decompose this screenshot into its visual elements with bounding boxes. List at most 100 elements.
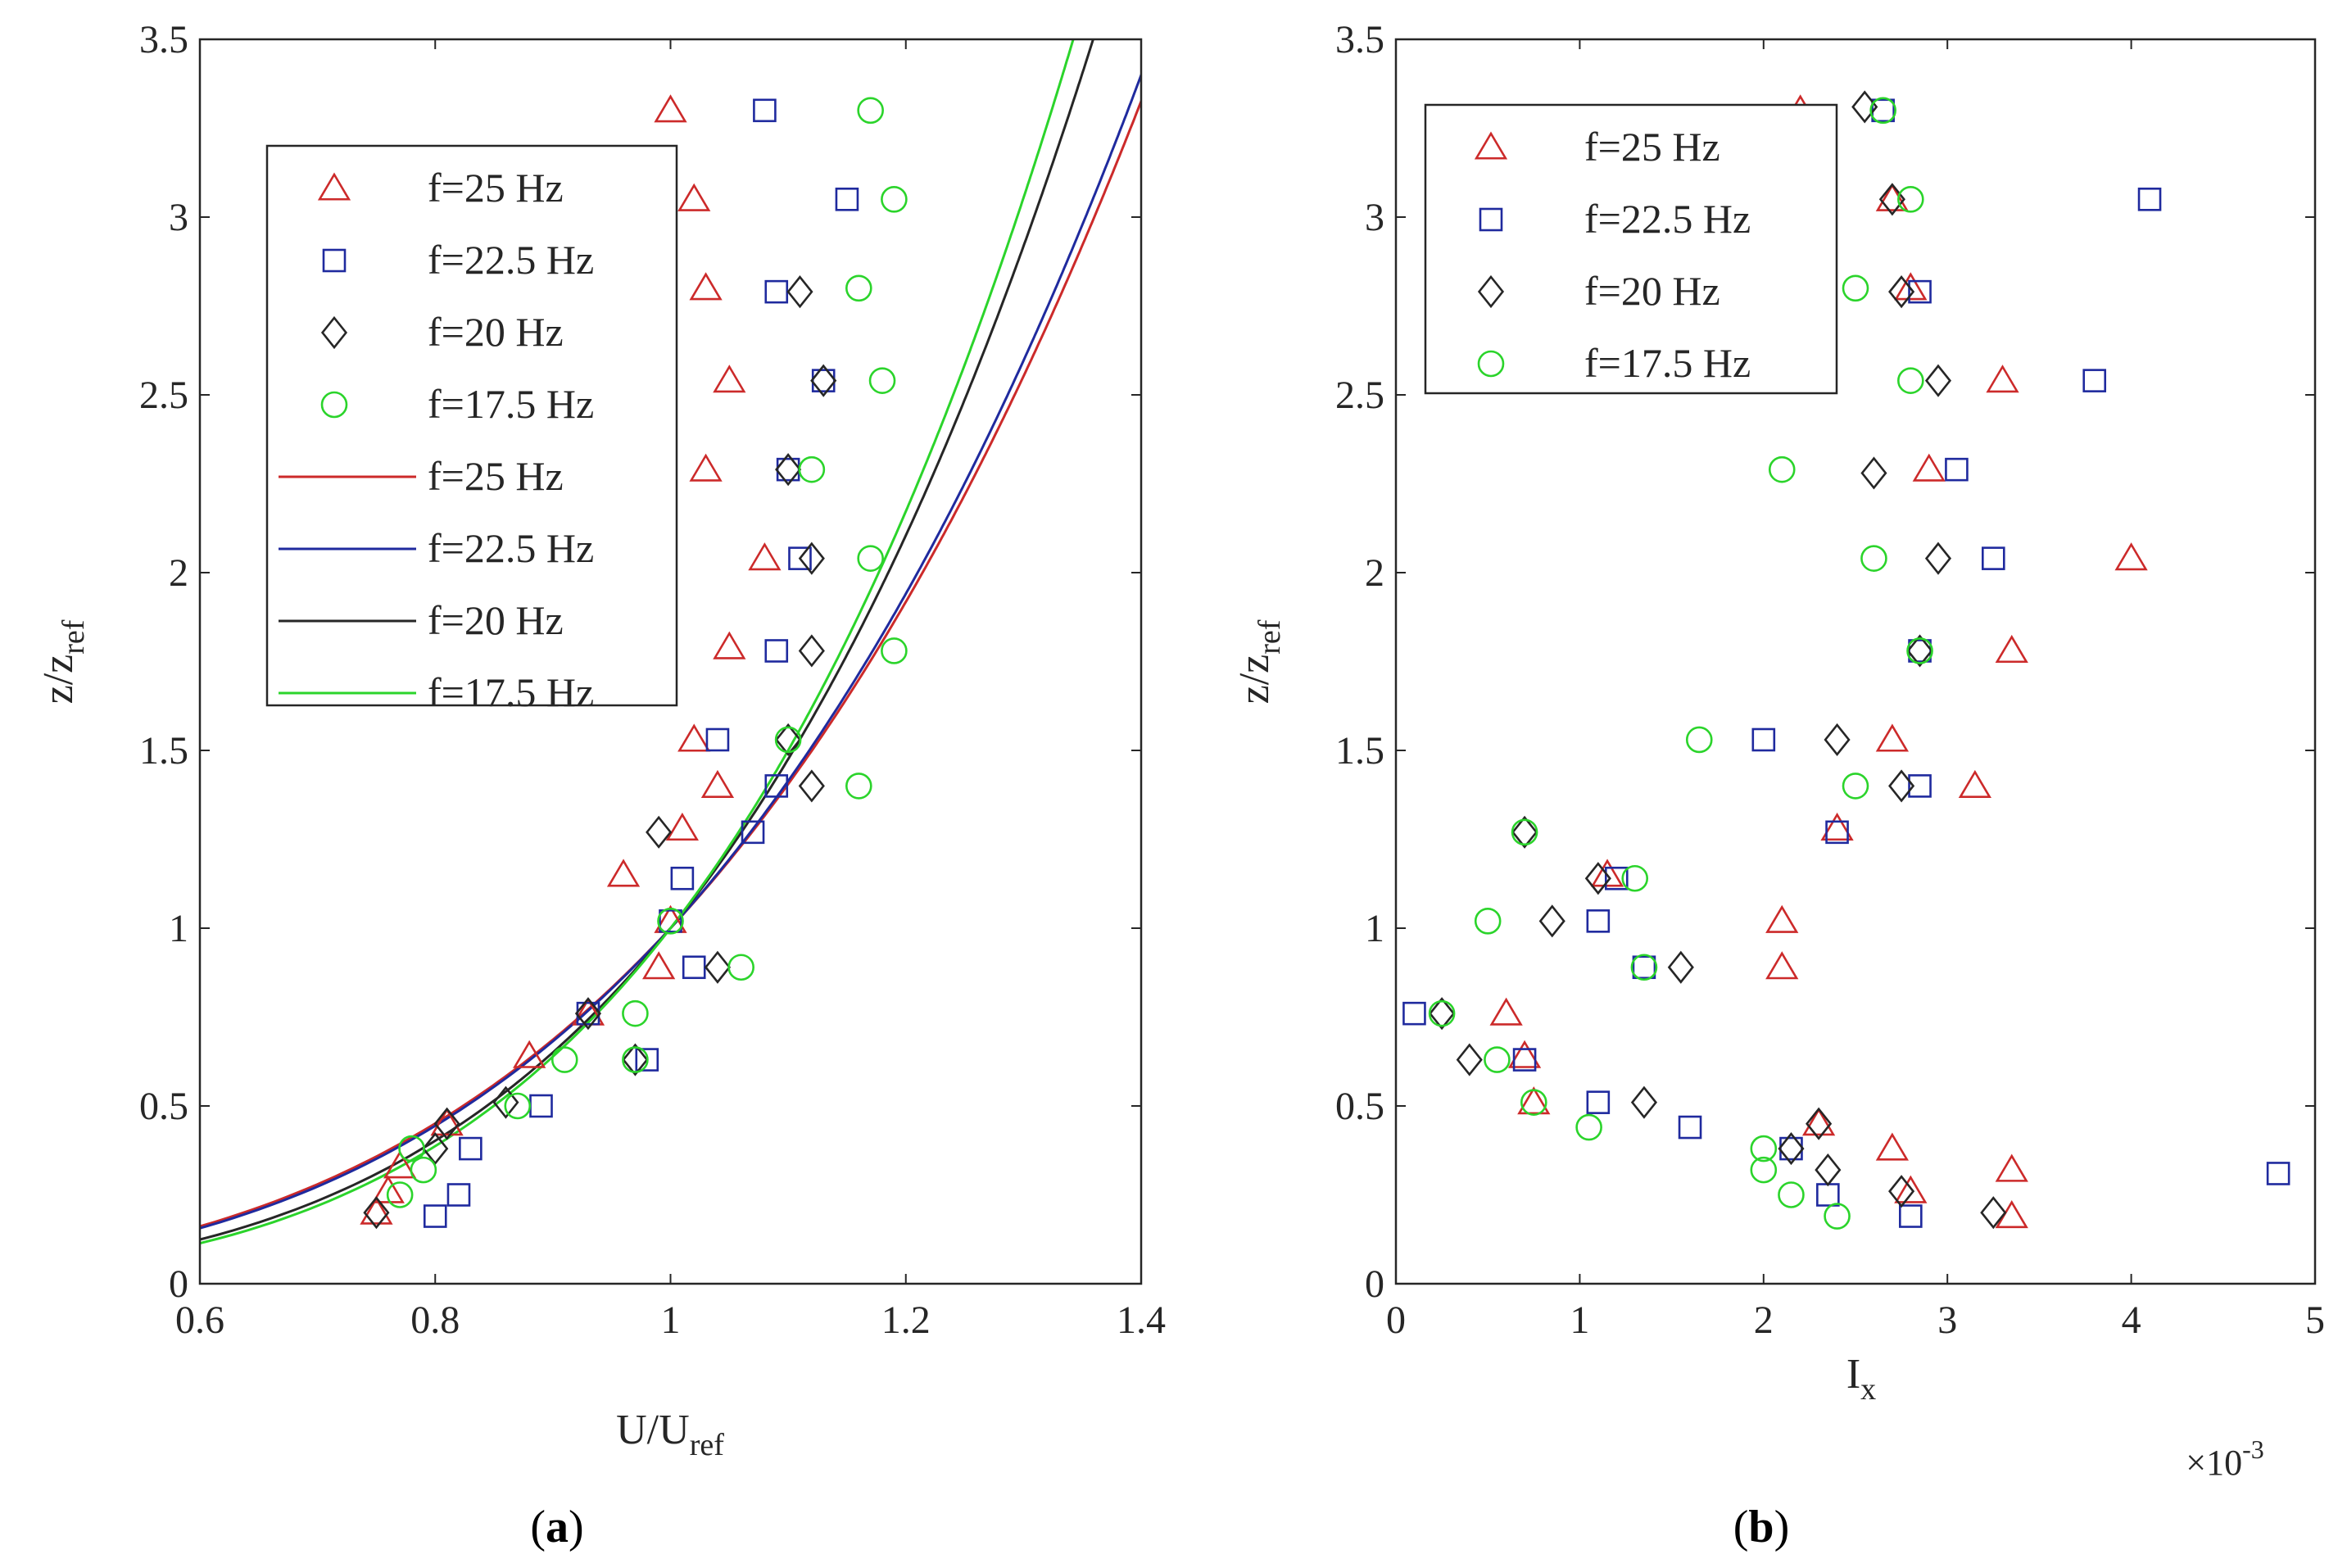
data-point-circle <box>1520 1089 1547 1116</box>
data-point-triangle <box>360 1196 393 1225</box>
y-tick-label: 2 <box>1365 551 1384 595</box>
data-point-triangle <box>1894 1175 1928 1203</box>
data-point-diamond <box>704 950 732 984</box>
panel-a-label: (a) <box>530 1502 583 1552</box>
data-point-triangle <box>689 272 723 301</box>
legend-marker-circle <box>1477 350 1505 378</box>
data-point-diamond <box>798 542 825 575</box>
data-point-square <box>1908 279 1932 304</box>
y-tick-label: 1.5 <box>139 729 188 773</box>
data-point-square <box>659 909 682 933</box>
legend-marker-circle <box>320 391 348 419</box>
x-tick-label: 5 <box>2305 1298 2325 1342</box>
y-tick-label: 0 <box>1365 1262 1384 1306</box>
data-point-square <box>764 774 789 798</box>
data-point-triangle <box>1820 812 1854 841</box>
data-point-diamond <box>422 1131 449 1166</box>
data-point-square <box>1678 1115 1702 1140</box>
y-tick-label: 3.5 <box>1335 18 1384 61</box>
data-point-square <box>2266 1162 2290 1185</box>
legend-marker-triangle <box>1474 131 1508 160</box>
data-point-circle <box>1428 999 1456 1027</box>
data-point-circle <box>1768 455 1796 483</box>
data-point-circle <box>1750 1156 1778 1184</box>
data-point-square <box>705 727 730 752</box>
data-point-circle <box>398 1135 425 1162</box>
panel-b-legend: f=25 Hz f=22.5 Hz f=20 Hz f=17.5 Hz <box>1424 103 1838 395</box>
data-point-circle <box>1685 726 1713 754</box>
data-point-square <box>1586 1090 1611 1114</box>
panel-a-data-points <box>360 94 908 1230</box>
data-point-diamond <box>1778 1131 1805 1166</box>
data-point-diamond <box>433 1107 460 1140</box>
data-point-triangle <box>713 631 746 659</box>
y-tick-label: 1 <box>169 907 188 950</box>
legend-label: f=22.5 Hz <box>1584 196 1751 242</box>
data-point-triangle <box>606 859 641 887</box>
data-point-square <box>764 279 789 304</box>
fit-curve-f-17-5-hz <box>200 39 1075 1245</box>
y-tick-label: 3.5 <box>139 18 188 61</box>
data-point-square <box>788 546 812 570</box>
data-point-circle <box>1906 637 1933 664</box>
data-point-circle <box>845 773 872 800</box>
data-point-circle <box>622 1046 649 1073</box>
data-point-square <box>1982 546 2005 570</box>
data-point-triangle <box>1765 951 1799 980</box>
data-point-circle <box>1897 186 1924 213</box>
data-point-diamond <box>492 1085 519 1119</box>
panel-a-legend: f=25 Hz f=22.5 Hz f=20 Hz f=17.5 Hz f=25 Hz f… <box>265 144 678 715</box>
data-point-triangle <box>1875 183 1910 211</box>
data-point-circle <box>386 1181 414 1208</box>
panel-b-xlabel: Ix <box>1846 1351 1876 1407</box>
panel-b-data-points <box>1402 90 2290 1230</box>
panel-b: 0 1 2 3 4 500.511.522.533.5 f=25 Hzf=22.5 Hzf… <box>1231 18 2325 1552</box>
data-point-square <box>764 639 789 663</box>
data-point-triangle <box>642 951 676 980</box>
data-point-triangle <box>1958 769 1991 798</box>
data-point-triangle <box>1912 453 1946 482</box>
data-point-diamond <box>646 815 673 849</box>
data-point-square <box>635 1048 659 1072</box>
data-point-square <box>423 1204 447 1228</box>
y-tick-label: 2 <box>169 551 188 595</box>
y-tick-label: 0 <box>169 1262 188 1306</box>
panel-a-xlabel: U/Uref <box>616 1407 724 1462</box>
data-point-diamond <box>1980 1196 2007 1230</box>
data-point-square <box>1604 866 1629 890</box>
data-point-square <box>682 955 706 980</box>
data-point-circle <box>727 954 754 981</box>
panel-b-x-multiplier: ×10-3 <box>2186 1434 2263 1483</box>
data-point-square <box>2082 369 2107 392</box>
data-point-square <box>529 1094 553 1118</box>
data-point-circle <box>868 367 896 394</box>
data-point-diamond <box>1888 769 1915 803</box>
legend-label: f=17.5 Hz <box>428 381 594 427</box>
data-point-circle <box>1575 1113 1602 1141</box>
data-point-triangle <box>713 365 746 393</box>
data-point-diamond <box>363 1196 390 1230</box>
fit-curve-f-25-hz <box>200 97 1141 1228</box>
panel-b-ticks: 0 1 2 3 4 5 0 0.5 1 1.5 2 2.5 3 3.5 <box>1335 18 2325 1342</box>
legend-marker-diamond <box>320 315 348 350</box>
data-point-square <box>835 188 859 211</box>
data-point-circle <box>798 455 826 483</box>
x-tick-label: 1 <box>661 1298 681 1342</box>
data-point-circle <box>845 274 872 302</box>
y-tick-label: 3 <box>169 196 188 239</box>
data-point-circle <box>1484 1046 1511 1073</box>
data-point-triangle <box>1995 1199 2028 1229</box>
data-point-circle <box>881 186 908 213</box>
legend-label: f=17.5 Hz <box>1584 340 1751 386</box>
data-point-diamond <box>1888 275 1915 309</box>
data-point-square <box>1908 774 1932 798</box>
y-tick-label: 2.5 <box>139 374 188 417</box>
panel-a: 0.6 0.8 1 1.2 1.400.511.522.533.5 f=25 Hzf=2… <box>35 18 1166 1552</box>
data-point-triangle <box>1489 997 1523 1026</box>
legend-label: f=20 Hz <box>428 309 564 355</box>
data-point-diamond <box>1924 364 1952 397</box>
y-tick-label: 0.5 <box>139 1085 188 1128</box>
data-point-diamond <box>1906 634 1933 668</box>
data-point-circle <box>1474 908 1502 935</box>
data-point-triangle <box>677 183 711 211</box>
